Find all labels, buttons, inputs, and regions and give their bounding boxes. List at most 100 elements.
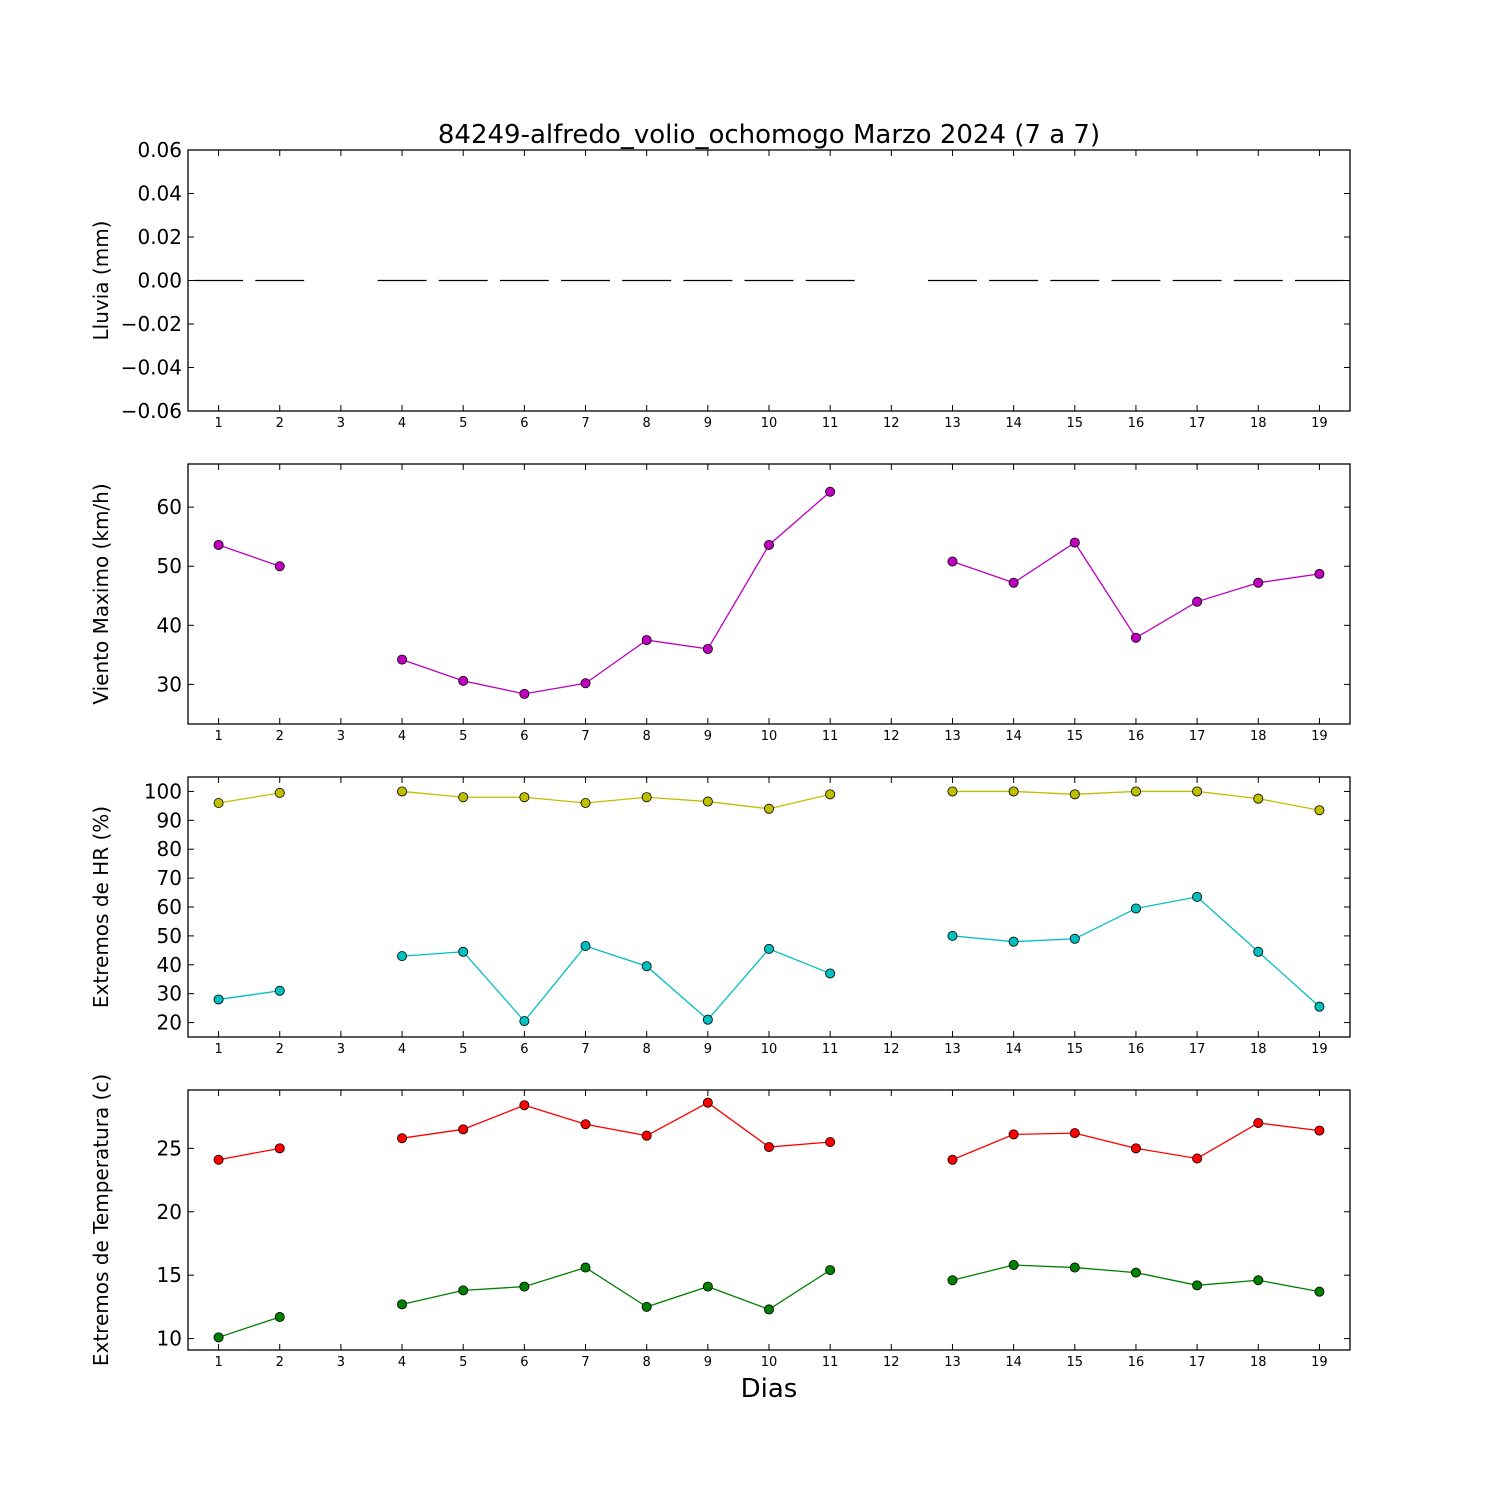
x-tick-label: 2 [276,1355,284,1370]
x-tick-label: 7 [581,729,589,744]
data-point [274,985,285,996]
series-line [218,1147,280,1161]
data-point [1314,568,1325,579]
data-point [580,678,591,689]
data-point [458,675,469,686]
y-tick-label: 10 [157,1327,182,1351]
series-line [402,945,831,1023]
data-point [397,1133,408,1144]
x-tick-label: 14 [1005,416,1022,431]
plot-frame [187,776,1351,1038]
y-tick-label: −0.04 [121,356,182,380]
data-point [213,798,224,809]
x-tick-label: 4 [398,1042,406,1057]
y-tick-label: 20 [157,1011,182,1035]
x-tick-label: 19 [1311,1042,1328,1057]
data-point [397,786,408,797]
data-point [947,556,958,567]
y-tick-label: 0.04 [137,182,182,206]
series-1 [213,1097,1325,1165]
data-point [825,486,836,497]
y-tick-label: 25 [157,1136,182,1160]
x-tick-label: 5 [459,1355,467,1370]
x-tick-label: 5 [459,1042,467,1057]
data-point [458,946,469,957]
y-tick-label: 20 [157,1200,182,1224]
x-tick-label: 19 [1311,729,1328,744]
y-axis-label: Lluvia (mm) [89,221,113,341]
data-point [458,1124,469,1135]
data-point [1314,1125,1325,1136]
y-tick-label: 60 [157,895,182,919]
data-point [213,1332,224,1343]
y-axis-label: Viento Maximo (km/h) [89,483,113,704]
data-point [519,1281,530,1292]
x-tick-label: 7 [581,1042,589,1057]
x-tick-label: 9 [704,1042,712,1057]
data-point [947,930,958,941]
y-tick-label: 0.06 [137,138,182,162]
x-tick-label: 12 [883,1042,900,1057]
data-point [213,994,224,1005]
x-tick-label: 16 [1128,1042,1145,1057]
x-axis-label: Dias [741,1374,798,1404]
series-line [952,541,1320,639]
data-point [519,1100,530,1111]
x-tick-label: 2 [276,1042,284,1057]
series-line [401,790,831,810]
x-tick-label: 11 [822,1355,839,1370]
data-point [1130,786,1141,797]
x-tick-label: 10 [761,1355,778,1370]
x-tick-label: 3 [337,1042,345,1057]
x-tick-label: 18 [1250,1355,1267,1370]
data-point [1314,805,1325,816]
series-line [401,491,831,695]
data-point [825,1265,836,1276]
data-point [458,792,469,803]
data-point [1008,786,1019,797]
data-point [213,539,224,550]
data-point [1130,903,1141,914]
data-point [947,786,958,797]
data-point [519,792,530,803]
x-tick-label: 9 [704,1355,712,1370]
data-point [1130,1143,1141,1154]
x-tick-label: 1 [214,729,222,744]
x-tick-label: 18 [1250,416,1267,431]
data-point [1008,936,1019,947]
x-tick-label: 1 [214,416,222,431]
data-point [1253,946,1264,957]
data-point [764,539,775,550]
x-tick-label: 18 [1250,729,1267,744]
x-tick-label: 15 [1067,1042,1084,1057]
data-point [1192,1280,1203,1291]
x-tick-label: 3 [337,1355,345,1370]
data-point [641,792,652,803]
data-point [1314,1001,1325,1012]
data-point [1314,1286,1325,1297]
data-point [274,787,285,798]
x-tick-label: 6 [520,1355,528,1370]
data-point [397,1299,408,1310]
x-tick-label: 17 [1189,729,1206,744]
data-point [519,688,530,699]
series-line [401,1101,831,1148]
y-tick-label: 30 [157,982,182,1006]
data-point [1008,1129,1019,1140]
data-point [1192,1153,1203,1164]
x-tick-label: 19 [1311,1355,1328,1370]
x-tick-label: 17 [1189,1042,1206,1057]
y-tick-label: 90 [157,808,182,832]
x-tick-label: 7 [581,1355,589,1370]
data-point [702,1097,713,1108]
x-tick-label: 3 [337,416,345,431]
data-point [274,561,285,572]
x-tick-label: 8 [643,1355,651,1370]
x-tick-label: 13 [944,1042,961,1057]
x-tick-label: 17 [1189,1355,1206,1370]
data-point [1192,596,1203,607]
x-tick-label: 9 [704,416,712,431]
